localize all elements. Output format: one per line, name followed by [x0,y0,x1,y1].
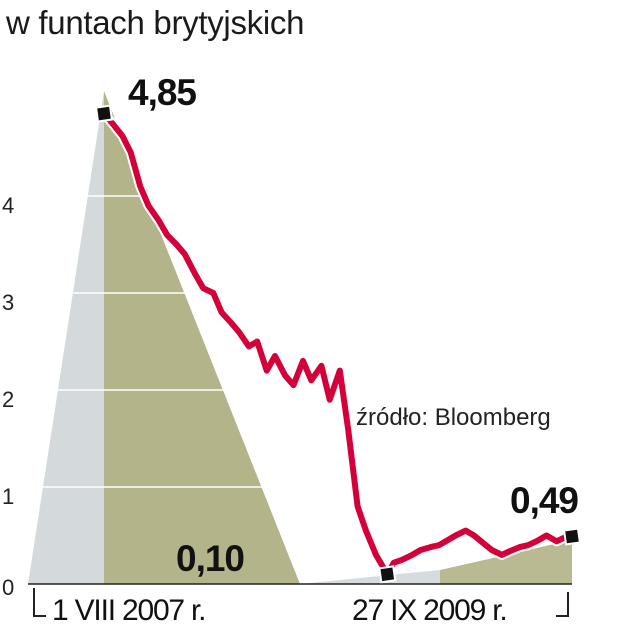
last-value-label: 0,49 [510,480,579,521]
y-tick-label-0: 0 [2,575,15,600]
x-start-date-label: 1 VIII 2007 r. [52,594,207,627]
max-value-label: 4,85 [128,72,197,113]
backdrop-left-panel [28,91,104,584]
backdrop-mid-panel [300,570,440,584]
min-value-label: 0,10 [176,538,245,579]
y-tick-label-2: 2 [2,387,15,412]
y-tick-label-1: 1 [2,484,15,509]
value-marker-0 [94,104,114,123]
chart-subtitle: w funtach brytyjskich [6,4,305,41]
value-marker-1 [378,565,397,584]
y-tick-label-4: 4 [2,193,15,218]
value-marker-2 [562,527,582,546]
series-line [101,110,575,578]
x-end-date-label: 27 IX 2009 r. [352,594,508,627]
source-note: źródło: Bloomberg [356,404,551,431]
backdrop-right-panel [440,540,572,584]
y-tick-label-3: 3 [2,290,15,315]
x-bracket-right [556,592,569,617]
x-bracket-left [33,588,46,617]
